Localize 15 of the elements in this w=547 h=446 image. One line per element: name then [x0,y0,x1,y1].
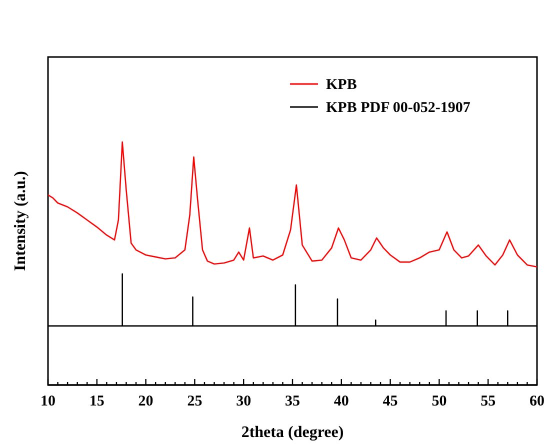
x-tick-label: 30 [236,394,252,410]
x-tick-label: 50 [432,394,447,410]
x-tick-label: 25 [187,394,202,410]
x-tick-label: 55 [480,394,496,410]
x-tick-label: 20 [138,394,154,410]
y-axis-title: Intensity (a.u.) [12,170,29,272]
x-tick-label: 40 [334,394,349,410]
x-tick-label: 35 [285,394,300,410]
x-tick-label: 45 [382,394,398,410]
legend-label: KPB PDF 00-052-1907 [326,100,471,116]
x-tick-label: 15 [89,394,104,410]
x-tick-label: 60 [530,394,544,410]
legend-label: KPB [326,77,357,93]
x-tick-label: 10 [40,394,56,410]
x-axis-title: 2theta (degree) [241,424,344,441]
